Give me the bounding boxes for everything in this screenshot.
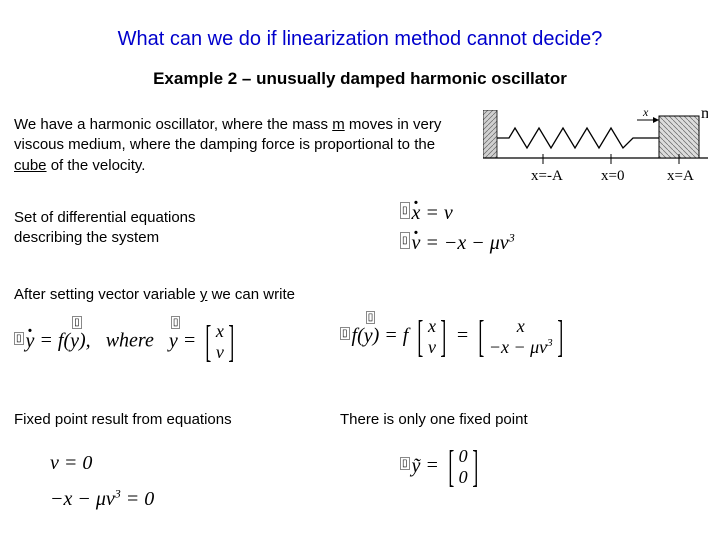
eq3a-bot: v — [216, 342, 224, 363]
intro-paragraph: We have a harmonic oscillator, where the… — [14, 115, 454, 176]
oscillator-diagram: x x=-A x=0 x=A m — [483, 110, 708, 195]
para-vector-y: After setting vector variable y we can w… — [14, 285, 295, 305]
para1-a: We have a harmonic oscillator, where the… — [14, 116, 332, 133]
para-fixed-point: Fixed point result from equations — [14, 410, 232, 430]
vector-box-icon: ▯ — [366, 311, 376, 324]
eq3a-top: x — [216, 321, 224, 342]
equation-f-of-y: ▯f(▯y) = f [ xv ] = [ x−x − μv3 ] — [340, 315, 567, 359]
eq3b-bot2: −x − μv3 — [489, 337, 553, 358]
para-diffeq: Set of differential equations describing… — [14, 208, 254, 249]
para3-a: After setting vector variable — [14, 286, 200, 303]
tick-label-a: x=A — [667, 168, 694, 184]
eq4-line1: v = 0 — [50, 445, 154, 481]
mass-label-m: m — [701, 110, 708, 122]
eq3b-top1: x — [428, 316, 436, 337]
eq3b-bot1: v — [428, 337, 436, 358]
eq4-line2: −x − μv3 = 0 — [50, 481, 154, 517]
para1-c: of the velocity. — [47, 157, 146, 174]
subtitle: Example 2 – unusually damped harmonic os… — [0, 69, 720, 89]
eq5-top: 0 — [459, 446, 468, 467]
para-one-fixed: There is only one fixed point — [340, 410, 528, 430]
tick-label-neg-a: x=-A — [531, 168, 563, 184]
mass-block — [659, 116, 699, 158]
equations-system: ▯x = v ▯v = −x − μv3 — [400, 198, 515, 258]
wall-icon — [483, 110, 497, 158]
eq5-bot: 0 — [459, 467, 468, 488]
page-title: What can we do if linearization method c… — [0, 0, 720, 51]
equation-ydot: ▯y = f(▯y), where ▯y = [ xv ] — [14, 320, 239, 364]
para4-text: Fixed point result from equations — [14, 410, 232, 430]
x-arrow-label: x — [642, 110, 649, 119]
vector-box-icon: ▯ — [171, 316, 181, 329]
para1-cube: cube — [14, 157, 47, 174]
equation-fixed-point-value: ▯ỹ = [ 00 ] — [400, 445, 482, 489]
eq3b-top2: x — [517, 316, 525, 337]
para1-mass-m: m — [332, 116, 345, 133]
vector-box-icon: ▯ — [14, 332, 24, 345]
spring-icon — [497, 128, 659, 148]
para2-text: Set of differential equations describing… — [14, 208, 254, 249]
tick-label-zero: x=0 — [601, 168, 624, 184]
vector-box-icon: ▯ — [400, 202, 410, 219]
equation-fixed-conditions: v = 0 −x − μv3 = 0 — [50, 445, 154, 517]
vector-box-icon: ▯ — [72, 316, 82, 329]
vector-box-icon: ▯ — [340, 327, 350, 340]
vector-box-icon: ▯ — [400, 232, 410, 249]
vector-box-icon: ▯ — [400, 457, 410, 470]
para5-text: There is only one fixed point — [340, 410, 528, 430]
para3-b: we can write — [207, 286, 295, 303]
